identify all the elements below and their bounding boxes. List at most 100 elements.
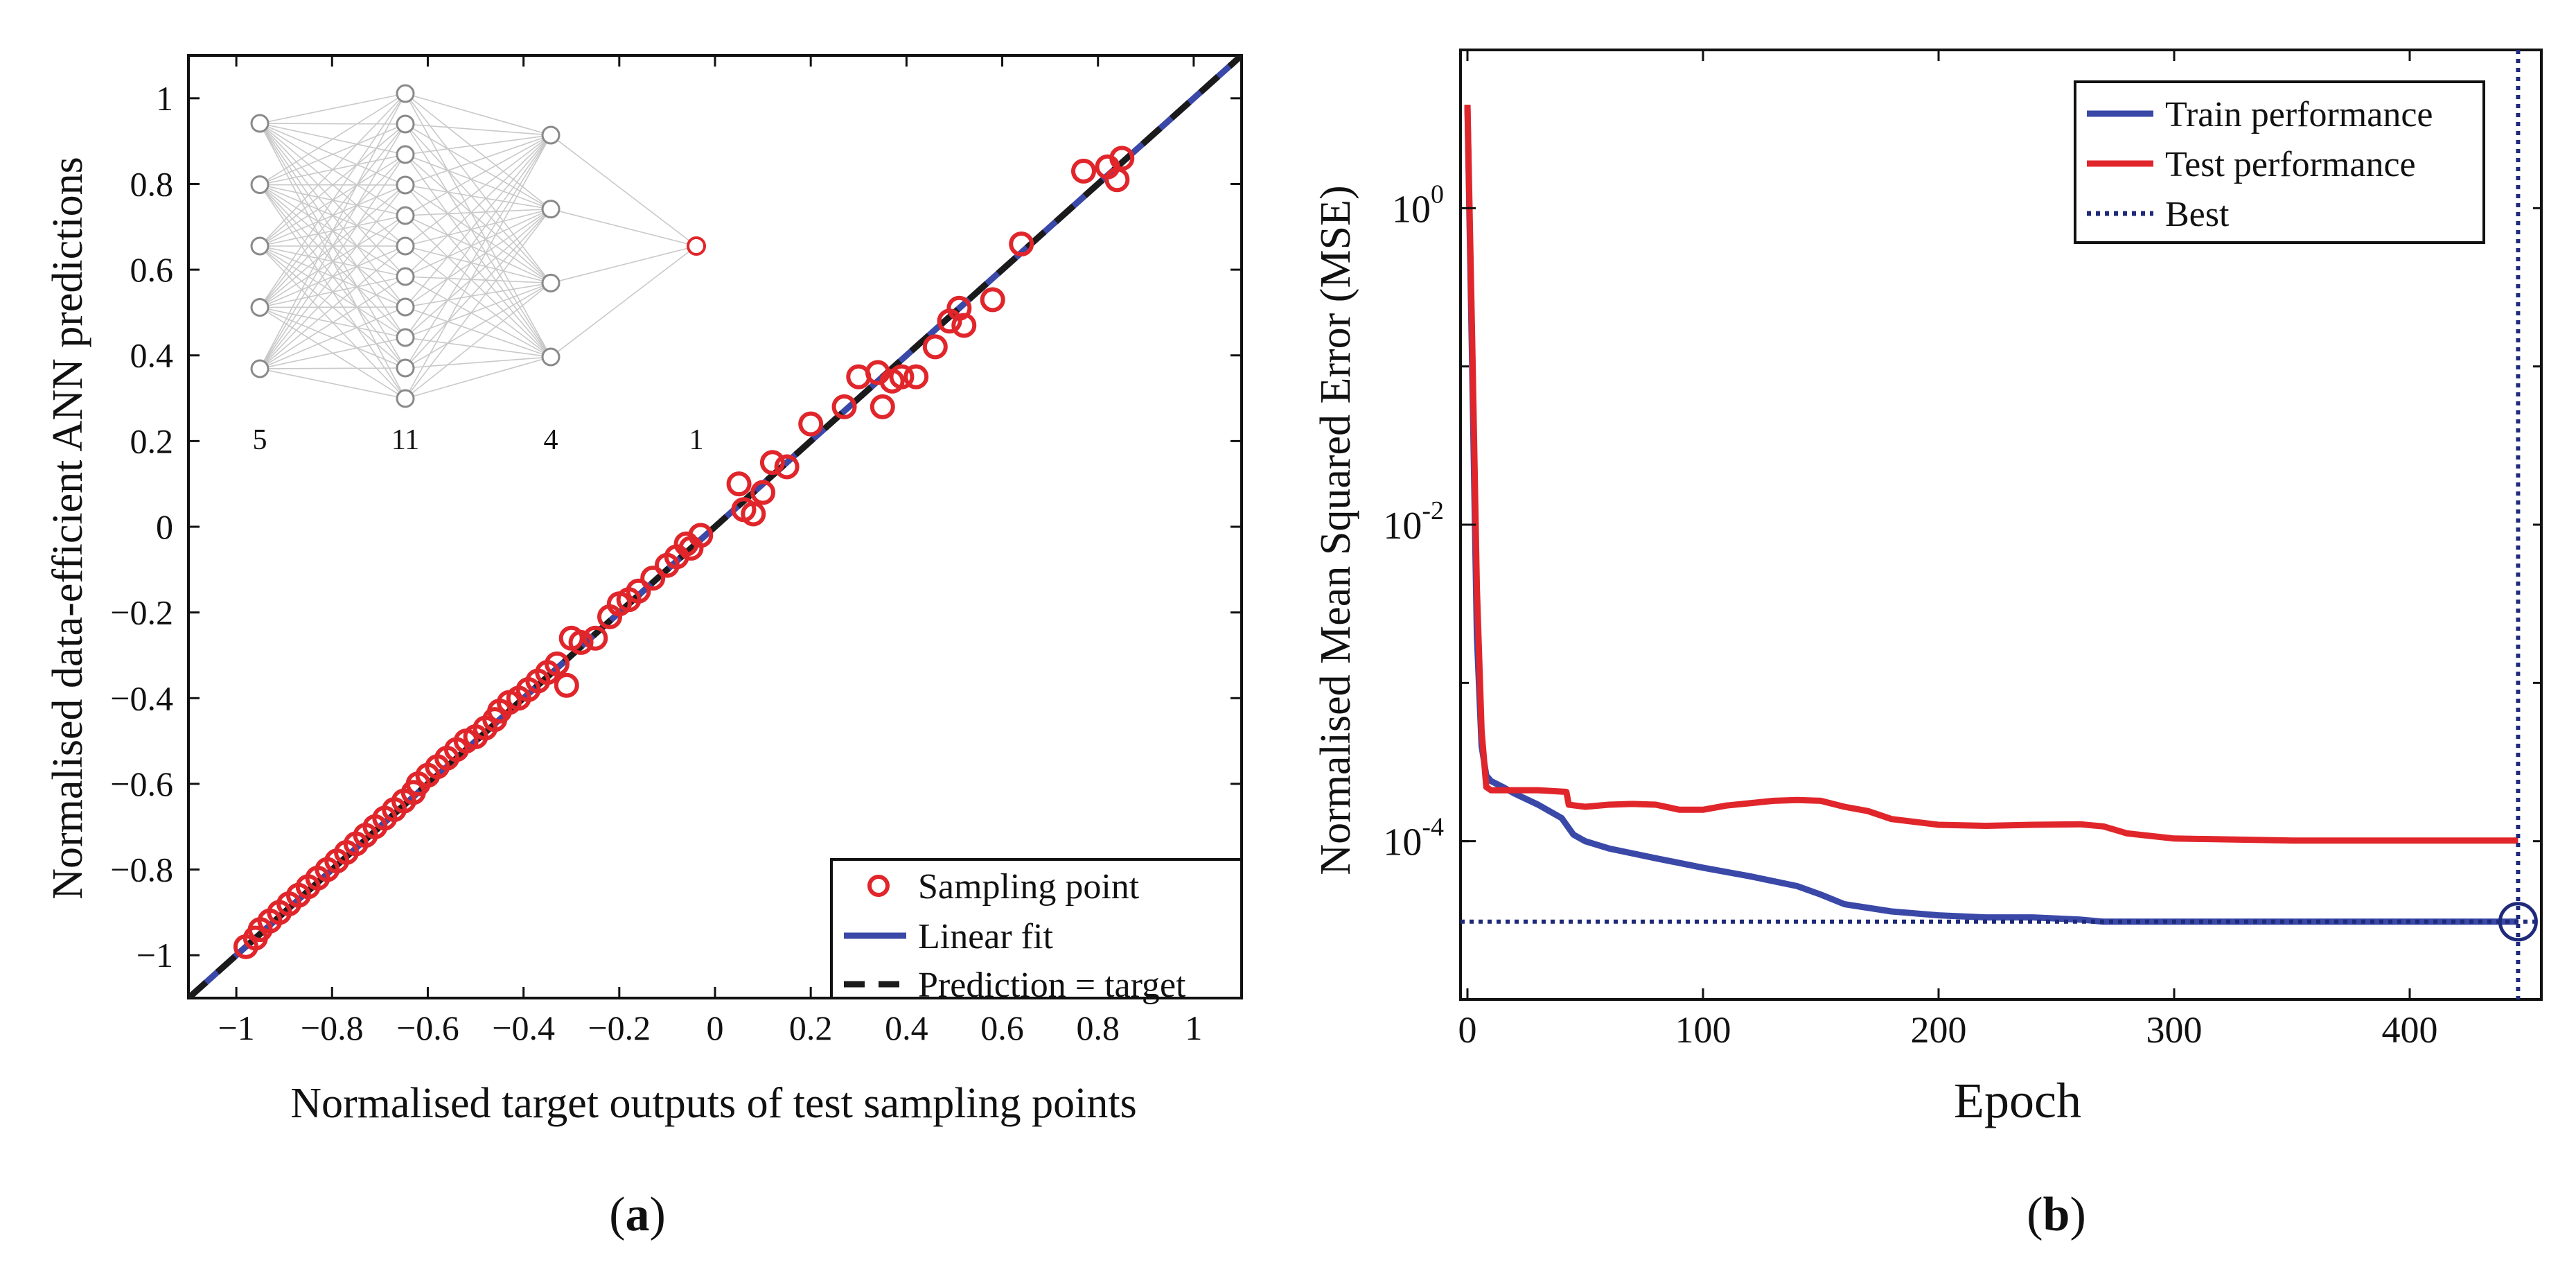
sampling-point-marker [688,523,714,548]
network-edge [405,134,552,155]
sampling-point-marker [568,629,594,655]
sampling-point-marker [922,334,948,360]
y-tick-label-a: 0.2 [130,421,174,460]
network-edge [405,209,552,338]
network-edge [259,93,406,247]
network-edge [259,215,406,369]
network-edge [405,184,552,358]
network-edge [405,209,552,308]
network-edge [259,276,406,369]
network-edge [405,93,552,283]
legend-box-a [830,858,1243,999]
network-output-node [687,236,706,256]
network-edge [405,134,552,369]
sampling-point-marker [726,471,752,497]
network-edge [259,368,406,399]
sampling-point-marker [583,625,608,651]
sampling-point-marker [889,364,915,390]
sampling-point-marker [545,651,570,676]
network-edge [259,184,406,369]
x-tick-label-a: −0.6 [396,1008,459,1047]
train-performance-line [1464,105,2518,925]
y-tick-label-a: 1 [156,79,173,118]
network-edge [405,93,552,358]
network-layer-label: 4 [544,424,558,456]
legend-label-sampling-point: Sampling point [918,867,1140,907]
sampling-point-marker [640,566,666,591]
network-edge [405,215,552,358]
test-performance-line [1464,105,2518,844]
sampling-point-marker [903,364,929,390]
network-edge [259,123,406,247]
network-edge [405,245,552,358]
y-tick-label-a: 0.4 [130,336,174,375]
network-node [396,297,415,317]
network-edge [405,93,552,136]
network-edge [259,123,406,125]
network-edge [259,93,406,124]
x-tick-label-a: 0.6 [980,1008,1024,1047]
network-edge [405,134,552,308]
network-edge [405,209,552,399]
y-tick-label-b: 10-4 [1383,813,1444,864]
network-node [250,175,270,194]
legend-label-best: Best [2165,195,2230,234]
network-edge [550,245,697,358]
x-tick-label-b: 200 [1911,1009,1967,1051]
sampling-point-marker [554,672,579,698]
y-axis-label-a: Normalised data-efficient ANN prediction… [44,157,91,899]
network-edge [259,123,406,186]
network-node [250,359,270,378]
y-tick-label-a: 0.6 [130,250,174,289]
x-tick-label-a: 0 [707,1008,724,1047]
network-edge [405,306,552,358]
y-tick-label-a: −0.8 [110,850,173,889]
inset-network-diagram: 5 11 4 1 [250,84,706,456]
network-edge [405,208,552,277]
network-edge [259,123,406,308]
network-edge [405,209,552,369]
sampling-point-marker [774,454,800,480]
network-node [396,328,415,347]
network-edge [259,154,406,369]
network-node [541,347,561,367]
network-edge [259,93,406,369]
network-node [541,200,561,219]
network-edge [259,245,406,369]
network-node [396,175,415,195]
panel-label-a: (a) [609,1188,666,1241]
network-node [396,389,415,408]
network-edge [405,208,552,247]
network-edge [405,154,552,283]
network-edge [405,123,552,210]
legend-label-test: Test performance [2165,145,2416,184]
sampling-point-marker [951,313,977,338]
x-tick-label-a: 1 [1185,1008,1202,1047]
network-edge [550,245,697,284]
sampling-point-marker [946,295,972,321]
network-edge [405,184,552,210]
network-edge [405,123,552,358]
y-tick-label-b: 100 [1392,180,1444,231]
x-tick-label-a: −0.4 [492,1008,555,1047]
sampling-point-marker [750,480,776,505]
network-edge [405,356,552,399]
network-edge [405,134,552,247]
panel-b-training-curve: 0 100 200 300 400 10-4 10-2 100 Epoch Normalis… [1312,49,2543,1128]
network-node [396,236,415,256]
y-tick-label-a: 0 [156,507,173,546]
network-node [396,358,415,378]
network-edge [259,367,406,369]
sampling-point-marker [1071,158,1096,184]
sampling-point-marker [870,394,895,419]
network-node [541,125,561,145]
y-tick-label-a: −0.2 [110,593,173,632]
y-tick-label-b: 10-2 [1383,496,1444,548]
network-edge [259,337,406,369]
network-edge [550,208,697,247]
sampling-point-marker [831,394,857,419]
network-node [396,267,415,286]
panel-a-scatter: 5 11 4 1 −1 −0.8 −0.6 −0.4 −0.2 0 0.2 0.4 0.6 0.8 1 −… [44,54,1243,1127]
network-edge [405,134,552,399]
network-edge [405,154,552,358]
